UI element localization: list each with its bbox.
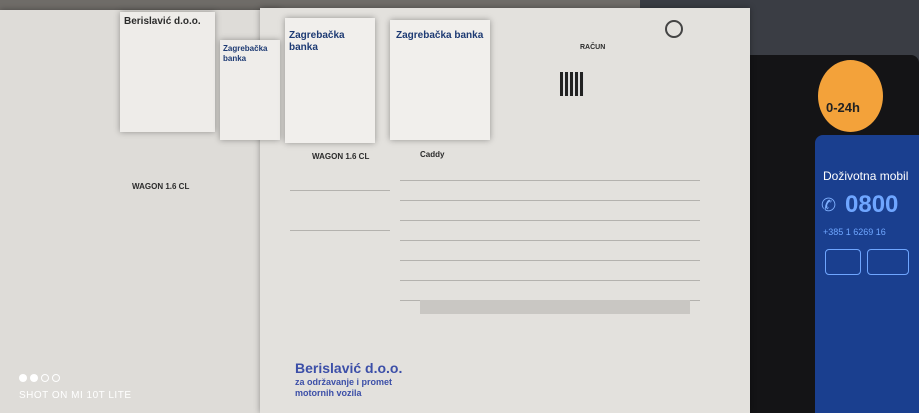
badge-circle: 0-24h bbox=[818, 60, 883, 132]
receipt-company: Berislavić d.o.o. bbox=[124, 16, 201, 27]
phone-icon: ✆ bbox=[821, 195, 837, 215]
invoice-title: RAČUN bbox=[580, 44, 606, 51]
bank-name: Zagrebačka banka bbox=[289, 30, 345, 53]
company-stamp: Berislavić d.o.o. za održavanje i promet… bbox=[295, 360, 402, 398]
flyer-phone-alt: +385 1 6269 16 bbox=[823, 227, 886, 237]
mobility-flyer: Doživotna mobil ✆ 0800 +385 1 6269 16 bbox=[815, 135, 919, 413]
vw-logo bbox=[665, 20, 683, 38]
invoice-left-vehicle-2: WAGON 1.6 CL bbox=[132, 182, 190, 191]
stamp-line-2: za održavanje i promet bbox=[295, 376, 393, 387]
qr-code bbox=[560, 72, 584, 96]
invoice-left-vehicle: WAGON 1.6 CL bbox=[312, 152, 370, 161]
totals-band bbox=[420, 300, 690, 314]
bank-name: Zagrebačka banka bbox=[223, 44, 268, 63]
car-icon bbox=[867, 249, 909, 275]
stamp-line-1: Berislavić d.o.o. bbox=[295, 360, 403, 376]
camera-dots bbox=[19, 374, 60, 382]
receipt-left: Berislavić d.o.o. bbox=[120, 12, 215, 132]
camera-watermark: SHOT ON MI 10T LITE bbox=[19, 390, 132, 401]
service-icon bbox=[825, 249, 861, 275]
bank-receipt-1: Zagrebačka banka bbox=[220, 40, 280, 140]
bank-receipt-3: Zagrebačka banka bbox=[390, 20, 490, 140]
stamp-line-3: motornih vozila bbox=[295, 387, 362, 398]
badge-text: 0-24h bbox=[826, 100, 860, 115]
flyer-heading: Doživotna mobil bbox=[823, 169, 909, 183]
bank-receipt-2: Zagrebačka banka bbox=[285, 18, 375, 143]
invoice-vehicle: Caddy bbox=[420, 150, 445, 159]
bank-name: Zagrebačka banka bbox=[396, 30, 484, 41]
flyer-phone: 0800 bbox=[845, 191, 899, 218]
